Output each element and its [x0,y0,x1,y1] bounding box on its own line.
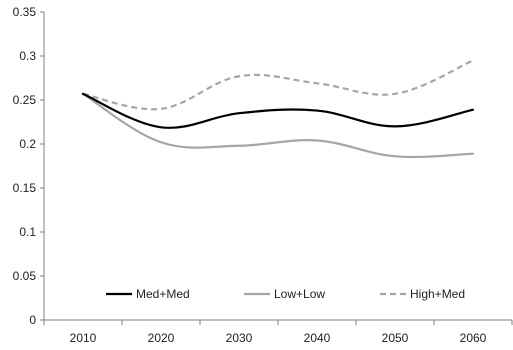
y-tick-label: 0.15 [13,181,37,195]
x-tick-label: 2050 [382,331,409,345]
legend-label: High+Med [410,287,465,301]
x-axis: 2010 2020 2030 2040 2050 2060 [43,319,513,345]
y-axis: 0 0.05 0.1 0.15 0.2 0.25 0.3 0.35 [13,5,45,327]
x-tick-label: 2040 [304,331,331,345]
x-tick-label: 2060 [460,331,487,345]
y-tick-label: 0 [29,313,36,327]
y-tick-label: 0.35 [13,5,37,19]
series-layer [81,59,475,159]
legend-label: Med+Med [136,287,190,301]
x-tick-label: 2010 [70,331,97,345]
legend-label: Low+Low [274,287,325,301]
legend: Med+Med Low+Low High+Med [106,287,465,301]
y-tick-label: 0.25 [13,93,37,107]
y-tick-label: 0.05 [13,269,37,283]
series-line-high-med [82,59,474,111]
x-tick-label: 2030 [226,331,253,345]
y-tick-label: 0.1 [19,225,36,239]
y-tick-label: 0.3 [19,49,36,63]
series-line-low-low [81,92,475,159]
y-tick-label: 0.2 [19,137,36,151]
x-tick-label: 2020 [148,331,175,345]
series-line-med-med [81,92,475,129]
